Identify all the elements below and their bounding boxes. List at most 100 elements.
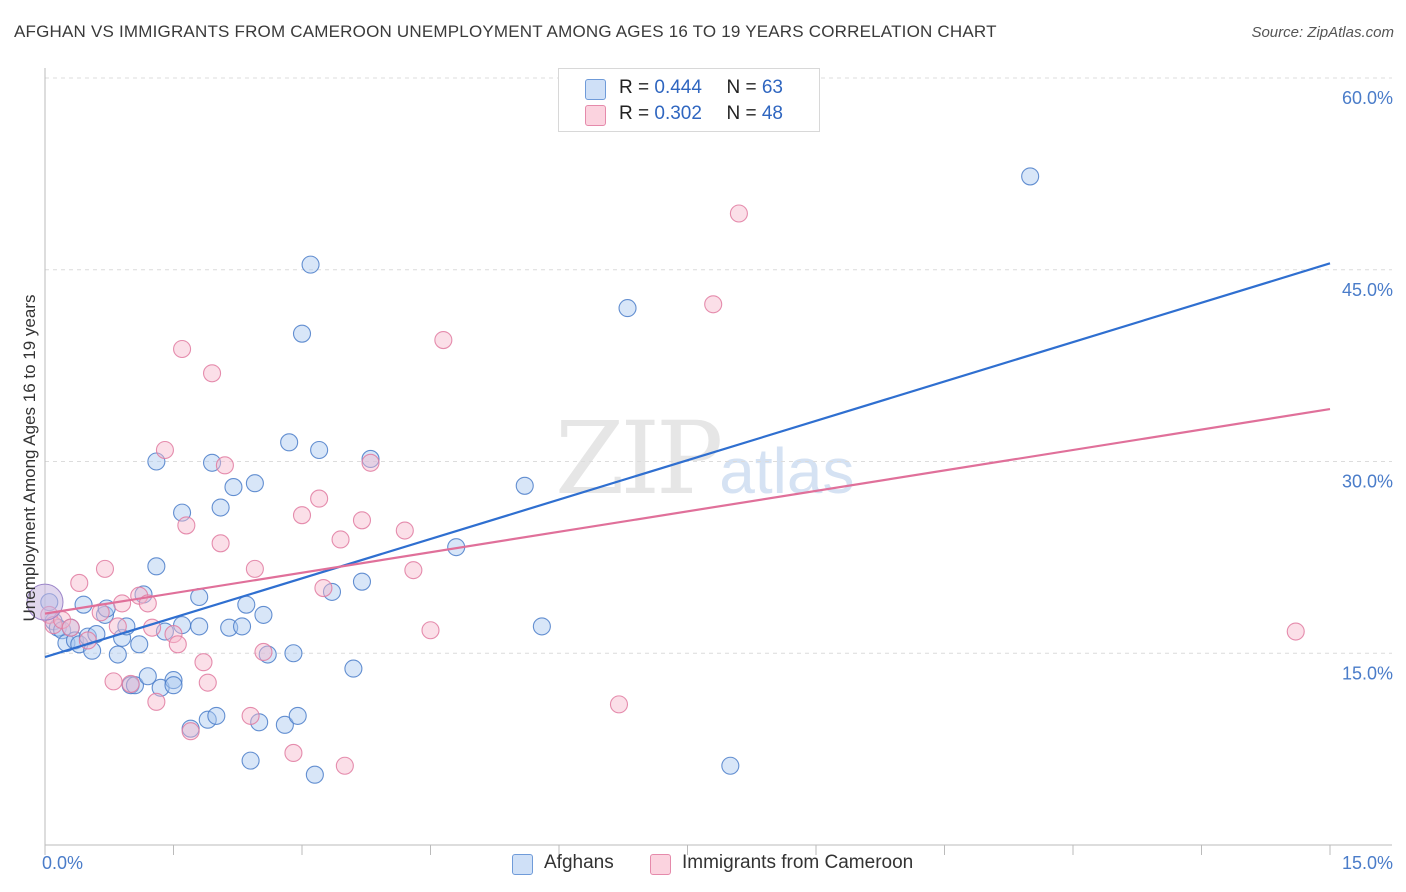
cameroon-point-4 bbox=[70, 573, 89, 592]
cameroon-point-11 bbox=[121, 674, 140, 693]
afghans-point-46 bbox=[275, 715, 294, 734]
legend-r-value: 0.444 bbox=[654, 77, 702, 98]
cameroon-point-41 bbox=[434, 331, 453, 350]
cameroon-point-38 bbox=[395, 521, 414, 540]
afghans-point-23 bbox=[147, 557, 166, 576]
afghans-point-26 bbox=[164, 671, 183, 690]
axis-labels: 15.0% 30.0% 45.0% 60.0% 0.0% 15.0% Unemploymen… bbox=[20, 88, 1393, 873]
source-credit: Source: ZipAtlas.com bbox=[1251, 24, 1394, 41]
cameroon-point-28 bbox=[245, 559, 264, 578]
afghans-point-50 bbox=[292, 324, 312, 343]
cameroon-point-39 bbox=[404, 561, 423, 580]
cameroon-point-27 bbox=[241, 706, 260, 725]
axes bbox=[44, 68, 1392, 855]
legend-swatch-cameroon bbox=[585, 105, 606, 126]
cameroon-point-44 bbox=[729, 204, 748, 223]
cameroon-point-32 bbox=[310, 489, 329, 508]
afghans-point-35 bbox=[207, 706, 226, 725]
cameroon-point-8 bbox=[104, 672, 123, 691]
cameroon-point-13 bbox=[138, 594, 157, 613]
afghans-point-49 bbox=[288, 706, 307, 725]
cameroon-point-23 bbox=[198, 673, 217, 692]
cameroon-point-25 bbox=[211, 534, 230, 553]
data-points bbox=[26, 167, 1305, 784]
stats-legend: R = 0.444 N = 63 R = 0.302 N = 48 bbox=[558, 68, 820, 132]
afghans-point-61 bbox=[618, 299, 637, 318]
afghans-point-42 bbox=[245, 474, 264, 493]
cameroon-point-18 bbox=[168, 635, 187, 654]
afghans-point-27 bbox=[164, 676, 183, 695]
afghans-point-31 bbox=[190, 617, 209, 636]
cameroon-point-3 bbox=[61, 618, 80, 637]
afghans-point-19 bbox=[130, 635, 149, 654]
cameroon-point-7 bbox=[95, 559, 115, 578]
cameroon-point-29 bbox=[254, 642, 273, 662]
afghans-point-8 bbox=[74, 595, 93, 614]
cameroon-point-35 bbox=[335, 756, 354, 775]
afghans-point-21 bbox=[138, 667, 157, 686]
afghans-point-56 bbox=[352, 572, 372, 591]
cameroon-point-17 bbox=[164, 625, 183, 644]
cameroon-point-16 bbox=[155, 440, 174, 460]
x-tick-label-0: 0.0% bbox=[42, 853, 83, 873]
cameroon-point-34 bbox=[331, 530, 350, 549]
afghans-point-41 bbox=[241, 751, 260, 770]
afghans-point-48 bbox=[284, 644, 303, 663]
y-tick-label-0: 15.0% bbox=[1342, 663, 1393, 683]
cameroon-point-20 bbox=[177, 516, 196, 535]
cameroon-point-24 bbox=[203, 364, 222, 383]
cameroon-point-30 bbox=[284, 743, 303, 763]
legend-text-cameroon: R = 0.302 N = 48 bbox=[619, 103, 783, 125]
cameroon-point-45 bbox=[1286, 622, 1305, 641]
y-axis-title: Unemployment Among Ages 16 to 19 years bbox=[20, 295, 39, 622]
x-tick-label-1: 15.0% bbox=[1342, 853, 1393, 873]
cameroon-point-37 bbox=[361, 453, 380, 472]
bottom-legend-label-cameroon: Immigrants from Cameroon bbox=[682, 852, 914, 873]
cameroon-point-42 bbox=[609, 695, 629, 714]
afghans-point-36 bbox=[211, 498, 230, 517]
legend-n-value: 48 bbox=[761, 103, 783, 124]
afghans-point-38 bbox=[224, 478, 243, 497]
afghans-point-63 bbox=[1021, 167, 1040, 186]
cameroon-point-36 bbox=[352, 511, 372, 530]
cameroon-point-22 bbox=[194, 653, 213, 672]
afghans-point-52 bbox=[305, 765, 324, 784]
afghans-point-37 bbox=[220, 618, 239, 637]
legend-n-value: 63 bbox=[761, 77, 783, 98]
cameroon-trend-line bbox=[44, 408, 1331, 615]
y-tick-label-3: 60.0% bbox=[1342, 88, 1393, 108]
afghans-point-59 bbox=[515, 476, 534, 495]
trend-lines bbox=[44, 262, 1331, 659]
cameroon-point-26 bbox=[215, 456, 234, 475]
afghans-point-39 bbox=[232, 617, 252, 636]
y-tick-label-1: 30.0% bbox=[1342, 472, 1393, 492]
legend-r-label: R = bbox=[619, 103, 655, 124]
legend-r-value: 0.302 bbox=[654, 103, 702, 124]
afghans-trend-line bbox=[44, 262, 1331, 659]
afghans-point-60 bbox=[532, 617, 551, 636]
bottom-legend-label-afghans: Afghans bbox=[544, 852, 614, 873]
afghans-point-51 bbox=[301, 255, 320, 274]
afghans-point-62 bbox=[721, 756, 740, 775]
y-tick-label-2: 45.0% bbox=[1342, 280, 1393, 300]
afghans-point-57 bbox=[361, 449, 380, 468]
afghans-point-40 bbox=[237, 595, 256, 614]
afghans-point-14 bbox=[108, 645, 127, 664]
cameroon-point-40 bbox=[421, 621, 440, 640]
legend-n-label: N = bbox=[726, 77, 762, 98]
legend-swatch-afghans bbox=[585, 79, 606, 100]
bottom-legend-swatch-cameroon bbox=[650, 854, 671, 875]
afghans-point-53 bbox=[310, 440, 329, 460]
cameroon-point-33 bbox=[314, 579, 333, 598]
bottom-legend-swatch-afghans bbox=[512, 854, 533, 875]
cameroon-point-15 bbox=[147, 692, 166, 711]
afghans-point-47 bbox=[280, 433, 299, 452]
cameroon-point-31 bbox=[292, 506, 312, 525]
afghans-point-54 bbox=[322, 582, 342, 601]
legend-n-label: N = bbox=[726, 103, 762, 124]
cameroon-point-21 bbox=[181, 722, 200, 741]
afghans-point-44 bbox=[254, 605, 273, 624]
afghans-point-55 bbox=[344, 659, 363, 678]
legend-text-afghans: R = 0.444 N = 63 bbox=[619, 77, 783, 99]
